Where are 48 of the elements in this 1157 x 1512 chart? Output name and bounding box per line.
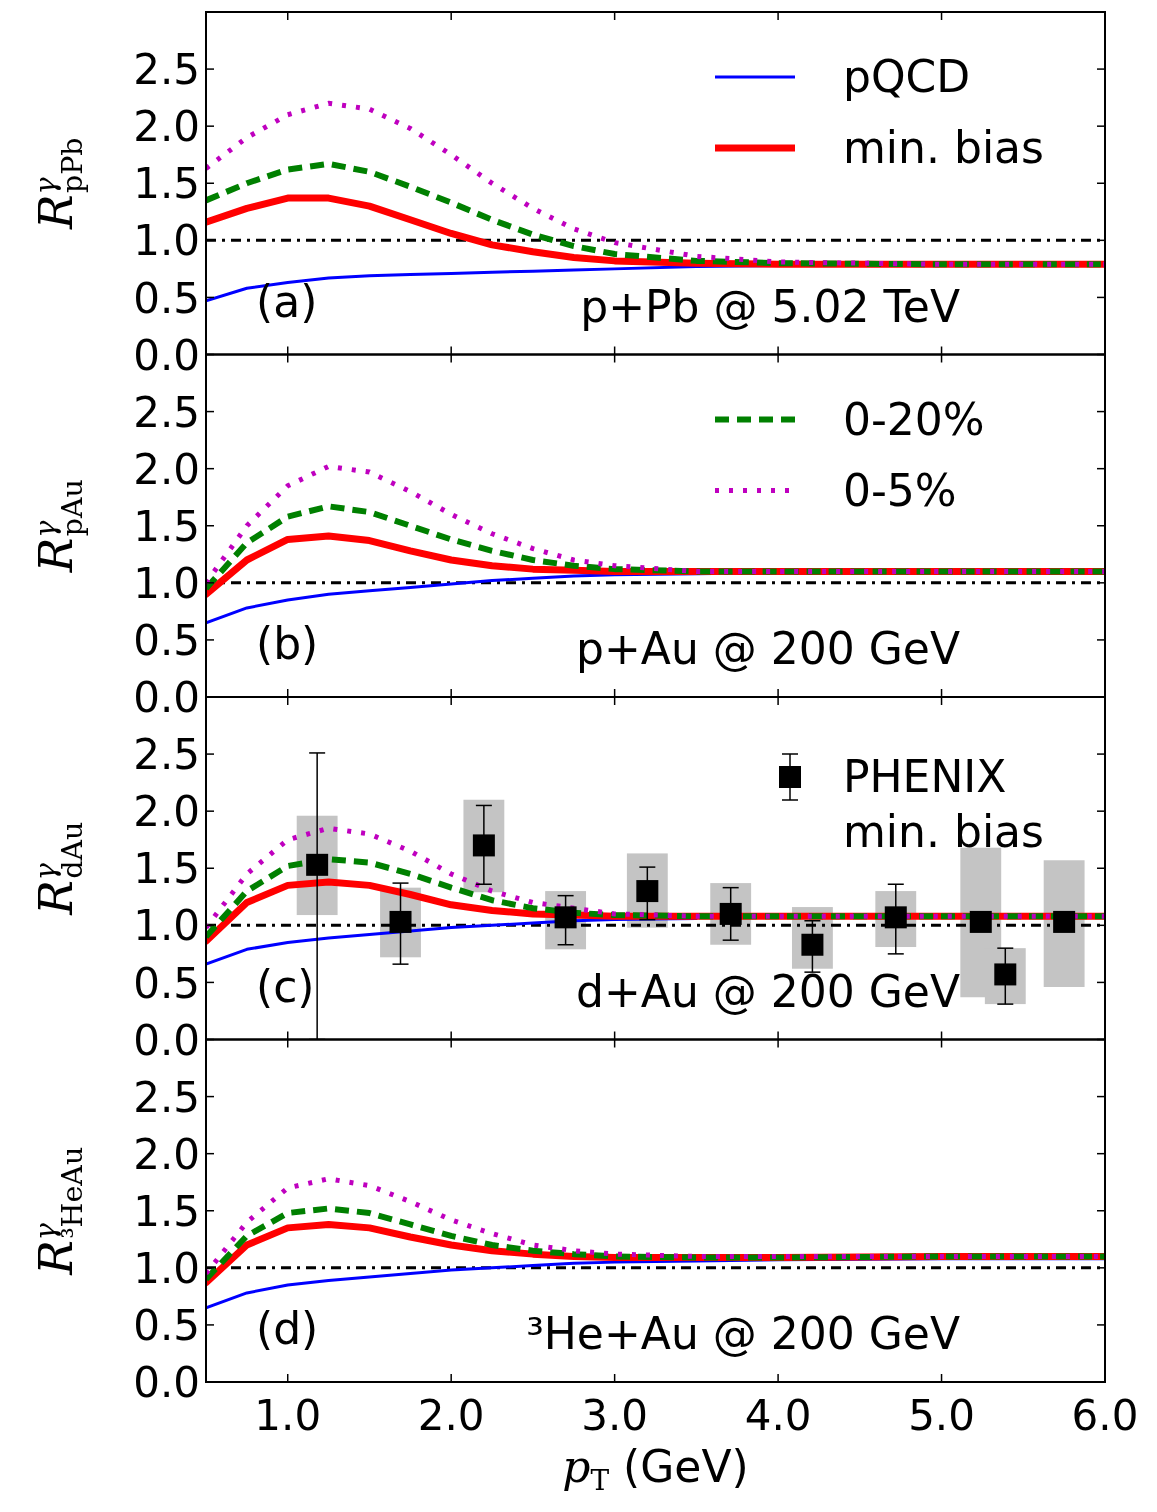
y-tick-label: 1.5 <box>133 1186 200 1236</box>
y-tick-label: 0.5 <box>133 273 200 323</box>
annotation: (c) <box>256 960 315 1012</box>
y-tick-label: 1.5 <box>133 844 200 894</box>
legend-label: 0-20% <box>843 393 985 445</box>
y-tick-label: 0.0 <box>133 330 200 380</box>
point <box>969 910 992 933</box>
y-tick-label: 1.5 <box>133 501 200 551</box>
y-tick-label: 2.5 <box>133 45 200 95</box>
y-tick-label: 1.5 <box>133 159 200 209</box>
x-tick-label: 3.0 <box>581 1391 649 1440</box>
y-tick-label: 0.0 <box>133 673 200 723</box>
annotation: d+Au @ 200 GeV <box>576 965 960 1017</box>
y-tick-label: 2.0 <box>133 787 200 837</box>
point <box>472 834 495 857</box>
annotation: p+Pb @ 5.02 TeV <box>580 280 960 332</box>
x-tick-label: 1.0 <box>254 1391 322 1440</box>
y-tick-label: 2.0 <box>133 1129 200 1179</box>
legend-label: min. bias <box>843 122 1044 173</box>
point <box>1053 910 1076 933</box>
x-tick-label: 2.0 <box>417 1391 485 1440</box>
legend-label: 0-5% <box>843 464 957 516</box>
x-tick-label: 4.0 <box>744 1391 812 1440</box>
annotation: (d) <box>256 1303 319 1354</box>
y-tick-label: 2.5 <box>133 387 200 437</box>
annotation: p+Au @ 200 GeV <box>576 623 960 674</box>
y-tick-label: 1.0 <box>133 1243 200 1293</box>
y-tick-label: 0.0 <box>133 1015 200 1065</box>
x-axis-title: p$_{T}$ (GeV) <box>562 1441 749 1498</box>
y-tick-label: 1.0 <box>133 901 200 951</box>
legend-label: PHENIX min. bias <box>843 751 1044 857</box>
legend-label: pQCD <box>843 51 971 102</box>
y-tick-label: 2.5 <box>133 730 200 780</box>
annotation: (b) <box>256 618 319 669</box>
y-tick-label: 1.0 <box>133 216 200 266</box>
y-tick-label: 0.5 <box>133 958 200 1008</box>
annotation: ³He+Au @ 200 GeV <box>526 1308 960 1359</box>
annotation: (a) <box>256 275 318 327</box>
x-tick-label: 6.0 <box>1071 1391 1139 1440</box>
point <box>306 853 329 876</box>
y-tick-label: 2.0 <box>133 444 200 494</box>
y-tick-label: 0.5 <box>133 616 200 666</box>
y-tick-label: 0.0 <box>133 1358 200 1408</box>
y-tick-label: 0.5 <box>133 1301 200 1351</box>
y-tick-label: 1.0 <box>133 558 200 608</box>
y-tick-label: 2.0 <box>133 102 200 152</box>
y-tick-label: 2.5 <box>133 1072 200 1122</box>
x-tick-label: 5.0 <box>908 1391 975 1440</box>
